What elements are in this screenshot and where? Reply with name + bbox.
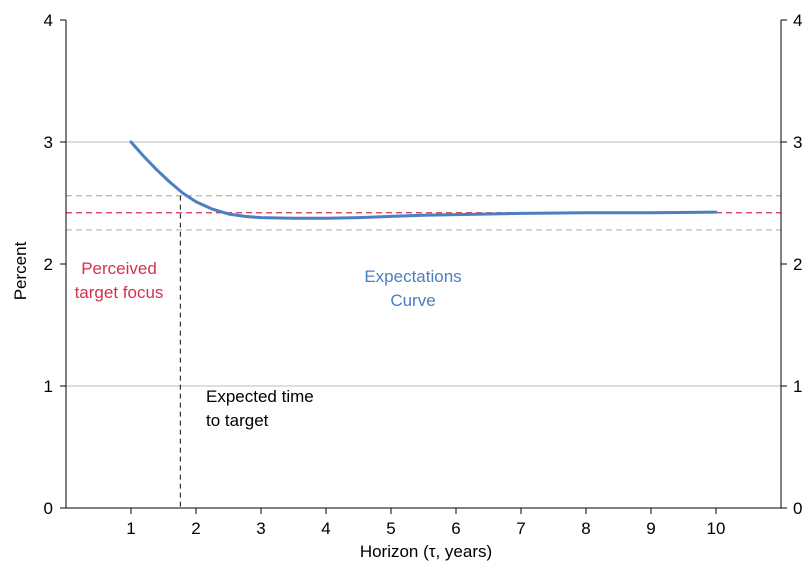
x-tick-label-10: 10	[707, 519, 726, 538]
x-tick-label-7: 7	[516, 519, 525, 538]
axes-layer	[65, 20, 782, 509]
x-tick-label-4: 4	[321, 519, 330, 538]
grid-layer	[66, 141, 781, 387]
ticks-layer: 0 0 1 1 2 2 3 3 4 4 1 2 3 4 5 6 7 8 9 10	[44, 11, 803, 538]
perceived-target-annotation-line2: target focus	[75, 283, 164, 302]
perceived-target-annotation-line1: Perceived	[81, 259, 157, 278]
y-tick-label-right-2: 2	[793, 255, 802, 274]
y-tick-label-right-1: 1	[793, 377, 802, 396]
y-tick-label-left-2: 2	[44, 255, 53, 274]
time-to-target-annotation-line2: to target	[206, 411, 269, 430]
x-tick-label-3: 3	[256, 519, 265, 538]
x-tick-label-8: 8	[581, 519, 590, 538]
y-tick-label-right-0: 0	[793, 499, 802, 518]
reference-lines	[66, 195, 781, 508]
y-tick-label-left-4: 4	[44, 11, 53, 30]
y-tick-label-right-4: 4	[793, 11, 802, 30]
x-tick-label-1: 1	[126, 519, 135, 538]
series-layer	[129, 140, 718, 220]
x-tick-label-6: 6	[451, 519, 460, 538]
y-tick-label-left-1: 1	[44, 377, 53, 396]
expectations-curve-annotation-line1: Expectations	[364, 267, 461, 286]
x-tick-label-2: 2	[191, 519, 200, 538]
x-tick-label-5: 5	[386, 519, 395, 538]
y-axis-label: Percent	[11, 241, 30, 300]
y-tick-label-left-3: 3	[44, 133, 53, 152]
y-tick-label-left-0: 0	[44, 499, 53, 518]
time-to-target-annotation-line1: Expected time	[206, 387, 314, 406]
expectations-curve-line	[129, 140, 718, 220]
x-tick-label-9: 9	[646, 519, 655, 538]
x-axis-label: Horizon (τ, years)	[360, 542, 492, 561]
y-tick-label-right-3: 3	[793, 133, 802, 152]
expectations-curve-annotation-line2: Curve	[390, 291, 435, 310]
